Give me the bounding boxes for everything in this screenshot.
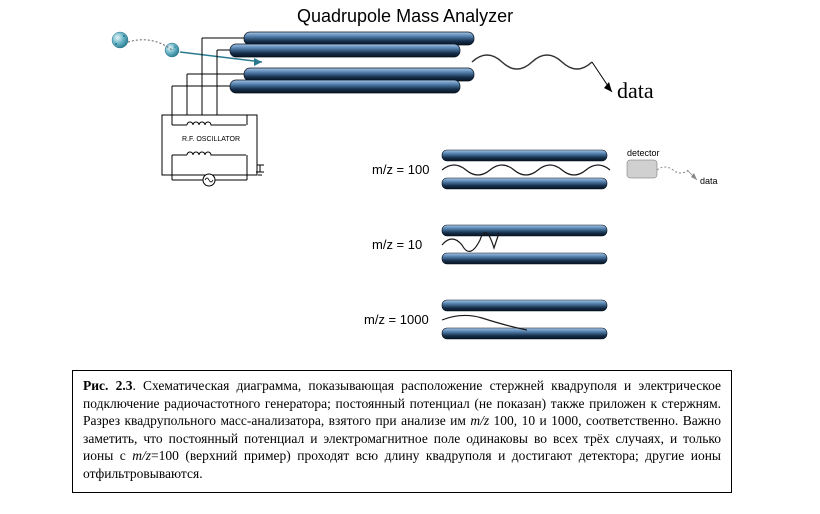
small-data-label: data [700,176,718,186]
detector-label: detector [627,148,660,158]
figure-caption: Рис. 2.3. Схематическая диаграмма, показ… [72,370,732,493]
ion-icon [112,32,128,48]
mz-label-1: m/z = 100 [372,162,429,177]
caption-mz-1: m/z [470,413,489,428]
caption-mz-2: m/z [132,448,151,463]
ion-icon [165,43,179,57]
data-output-label: data [617,78,654,104]
caption-text-3: =100 (верхний пример) проходят всю длину… [83,448,721,481]
mz-label-2: m/z = 10 [372,237,422,252]
main-diagram [72,0,732,360]
mz-label-3: m/z = 1000 [364,312,429,327]
oscillator-label: R.F. OSCILLATOR [176,136,246,143]
figure-area: Quadrupole Mass Analyzer [72,0,732,360]
caption-figure-number: Рис. 2.3 [83,378,132,393]
